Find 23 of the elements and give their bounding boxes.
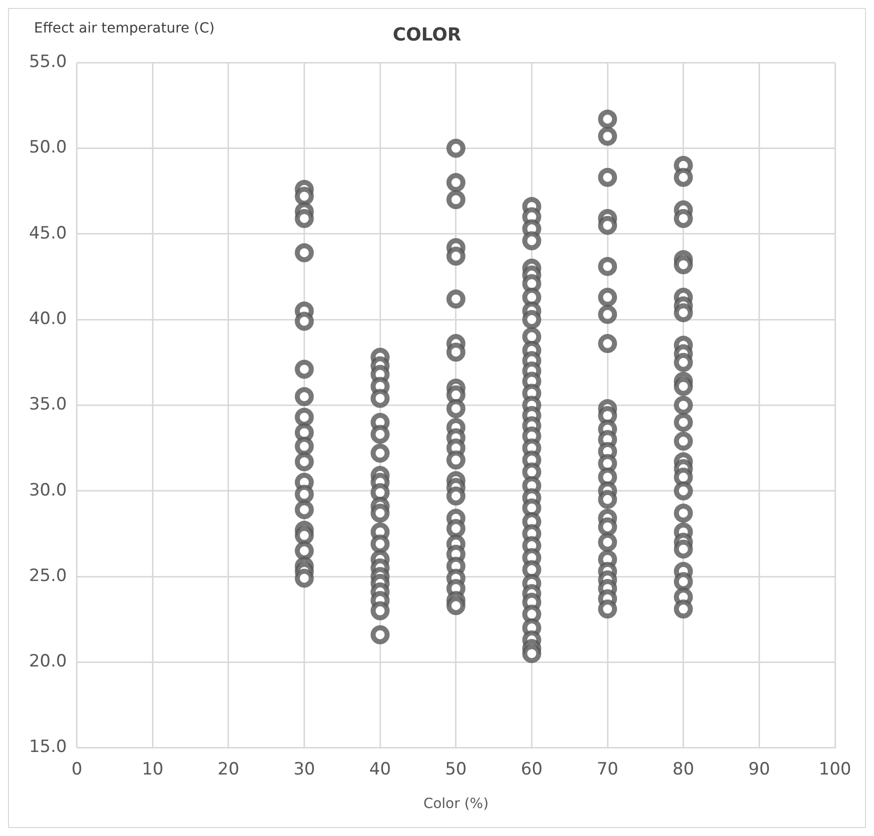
x-axis-title: Color (%) bbox=[423, 796, 489, 812]
x-tick-label: 90 bbox=[748, 759, 770, 780]
x-tick-label: 0 bbox=[71, 759, 82, 780]
x-tick-label: 100 bbox=[818, 759, 852, 780]
y-tick-label: 55.0 bbox=[28, 52, 67, 72]
x-tick-label: 30 bbox=[293, 759, 316, 780]
x-tick-label: 40 bbox=[369, 759, 391, 780]
y-tick-label: 15.0 bbox=[28, 737, 67, 758]
x-tick-label: 20 bbox=[218, 759, 240, 780]
y-tick-label: 50.0 bbox=[28, 138, 67, 158]
y-tick-label: 40.0 bbox=[28, 308, 67, 329]
y-tick-label: 20.0 bbox=[28, 652, 67, 672]
chart-title: COLOR bbox=[392, 24, 462, 46]
x-tick-label: 60 bbox=[520, 759, 543, 780]
y-tick-label: 30.0 bbox=[28, 480, 67, 500]
y-tick-label: 35.0 bbox=[28, 394, 67, 415]
y-axis-title: Effect air temperature (C) bbox=[34, 20, 215, 37]
x-tick-label: 80 bbox=[672, 759, 694, 780]
x-tick-label: 70 bbox=[596, 759, 618, 780]
y-tick-label: 25.0 bbox=[28, 566, 67, 586]
x-tick-label: 10 bbox=[142, 759, 164, 780]
y-tick-label: 45.0 bbox=[28, 223, 67, 244]
x-tick-label: 50 bbox=[445, 759, 467, 780]
